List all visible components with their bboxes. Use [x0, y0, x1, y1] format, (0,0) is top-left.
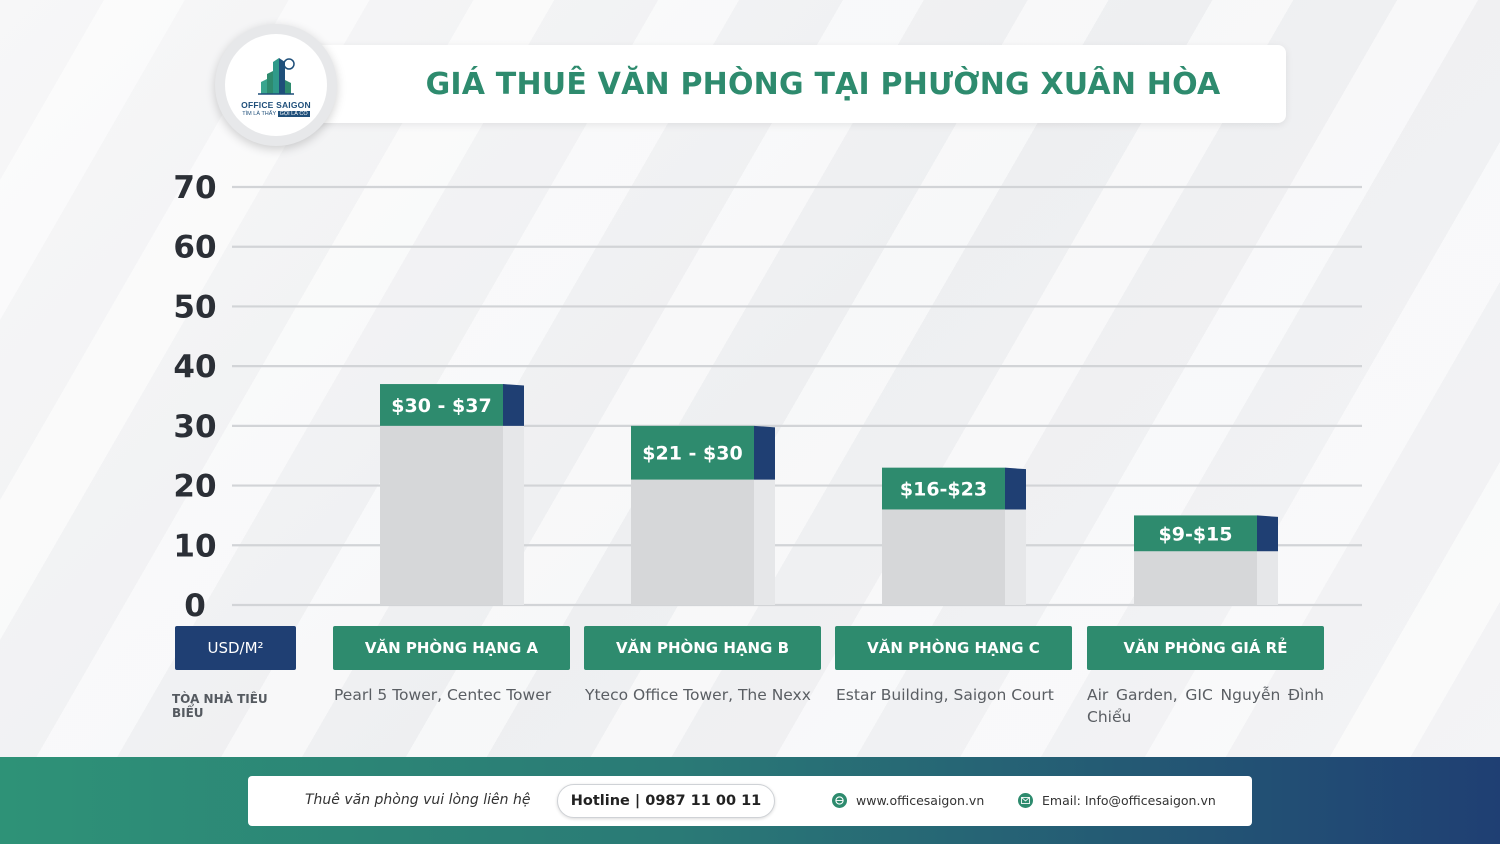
bar-value-label: $9-$15 — [1159, 523, 1233, 545]
bar-base-side — [1257, 551, 1278, 605]
y-tick-label: 0 — [184, 588, 206, 624]
page-title: GIÁ THUÊ VĂN PHÒNG TẠI PHƯỜNG XUÂN HÒA — [425, 66, 1221, 102]
y-tick-label: 60 — [173, 230, 216, 266]
category-label-cheap: VĂN PHÒNG GIÁ RẺ — [1087, 626, 1324, 670]
bar-base — [882, 509, 1005, 605]
email-text: Email: Info@officesaigon.vn — [1042, 793, 1216, 808]
bar-range — [1134, 515, 1257, 552]
logo-name: OFFICE SAIGON — [241, 99, 311, 110]
chart-bars: $30 - $37 $21 - $30 $16-$23 $9-$15 — [380, 384, 1278, 605]
y-tick-label: 10 — [173, 528, 216, 564]
bar-base — [1134, 551, 1257, 605]
bar-base-side — [503, 425, 524, 605]
price-chart: 0 10 20 30 40 50 60 70 $30 - $37 $21 - $30 $16-$2… — [173, 170, 1362, 624]
category-label-a: VĂN PHÒNG HẠNG A — [333, 626, 570, 670]
unit-label: USD/M² — [175, 626, 296, 670]
category-label-b: VĂN PHÒNG HẠNG B — [584, 626, 821, 670]
category-label-c: VĂN PHÒNG HẠNG C — [835, 626, 1072, 670]
logo-tagline: TÌM LÀ THẤY GỌI LÀ CÓ — [242, 110, 310, 117]
bar-value-label: $21 - $30 — [642, 443, 742, 465]
contact-text: Thuê văn phòng vui lòng liên hệ — [305, 792, 531, 808]
bar-range-side — [754, 425, 775, 480]
y-tick-label: 30 — [173, 409, 216, 445]
mail-icon — [1018, 793, 1033, 808]
website-link[interactable]: www.officesaigon.vn — [832, 793, 984, 808]
bar-value-label: $16-$23 — [900, 479, 987, 501]
bar-base-side — [1005, 509, 1026, 605]
y-axis-ticks: 0 10 20 30 40 50 60 70 — [173, 170, 216, 624]
logo-badge: OFFICE SAIGON TÌM LÀ THẤY GỌI LÀ CÓ — [225, 34, 327, 136]
bar-range-side — [1257, 515, 1278, 552]
bar-range — [631, 425, 754, 480]
y-tick-label: 40 — [173, 349, 216, 385]
bar-range-side — [503, 384, 524, 426]
bar-base-side — [754, 479, 775, 605]
buildings-a: Pearl 5 Tower, Centec Tower — [334, 686, 552, 704]
bar-value-label: $30 - $37 — [391, 395, 491, 417]
logo-tagline-2: GỌI LÀ CÓ — [277, 110, 310, 117]
buildings-b: Yteco Office Tower, The Nexx — [585, 686, 811, 704]
title-card: GIÁ THUÊ VĂN PHÒNG TẠI PHƯỜNG XUÂN HÒA — [300, 45, 1286, 123]
globe-icon — [832, 793, 847, 808]
bar-range-side — [1005, 467, 1026, 510]
logo: OFFICE SAIGON TÌM LÀ THẤY GỌI LÀ CÓ — [215, 24, 337, 146]
bar-base — [631, 479, 754, 605]
buildings-row-label: TÒA NHÀ TIÊU BIỂU — [172, 692, 268, 720]
website-text: www.officesaigon.vn — [856, 793, 985, 808]
footer-card: Thuê văn phòng vui lòng liên hệ Hotline … — [248, 776, 1252, 826]
hotline-button[interactable]: Hotline | 0987 11 00 11 — [557, 784, 775, 818]
logo-tagline-1: TÌM LÀ THẤY — [242, 110, 277, 117]
y-tick-label: 20 — [173, 469, 216, 505]
building-logo-icon — [258, 57, 295, 95]
bar-base — [380, 425, 503, 605]
bar-range — [882, 467, 1005, 510]
y-tick-label: 70 — [173, 170, 216, 206]
buildings-c: Estar Building, Saigon Court — [836, 686, 1054, 704]
bar-range — [380, 384, 503, 426]
buildings-cheap: Air Garden, GIC Nguyễn Đình Chiểu — [1087, 686, 1324, 726]
y-tick-label: 50 — [173, 289, 216, 325]
email-link[interactable]: Email: Info@officesaigon.vn — [1018, 793, 1216, 808]
